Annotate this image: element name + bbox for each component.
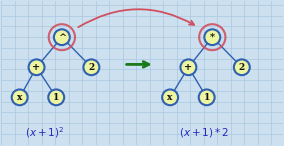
Text: +: + (184, 63, 193, 72)
Ellipse shape (204, 29, 220, 45)
Ellipse shape (12, 89, 28, 105)
Text: 2: 2 (239, 63, 245, 72)
Ellipse shape (48, 89, 64, 105)
Text: *: * (210, 33, 215, 42)
Ellipse shape (234, 59, 250, 75)
Ellipse shape (83, 59, 99, 75)
Ellipse shape (162, 89, 178, 105)
Text: 2: 2 (88, 63, 95, 72)
Ellipse shape (54, 29, 70, 45)
Text: x: x (168, 93, 173, 102)
Text: 1: 1 (53, 93, 59, 102)
Text: +: + (32, 63, 41, 72)
Ellipse shape (180, 59, 196, 75)
Ellipse shape (29, 59, 45, 75)
Text: x: x (17, 93, 22, 102)
Ellipse shape (199, 89, 215, 105)
Text: 1: 1 (204, 93, 210, 102)
Text: ^: ^ (58, 33, 66, 42)
Text: $(x+1)*2$: $(x+1)*2$ (179, 126, 229, 139)
Text: $(x+1)^2$: $(x+1)^2$ (25, 125, 65, 140)
